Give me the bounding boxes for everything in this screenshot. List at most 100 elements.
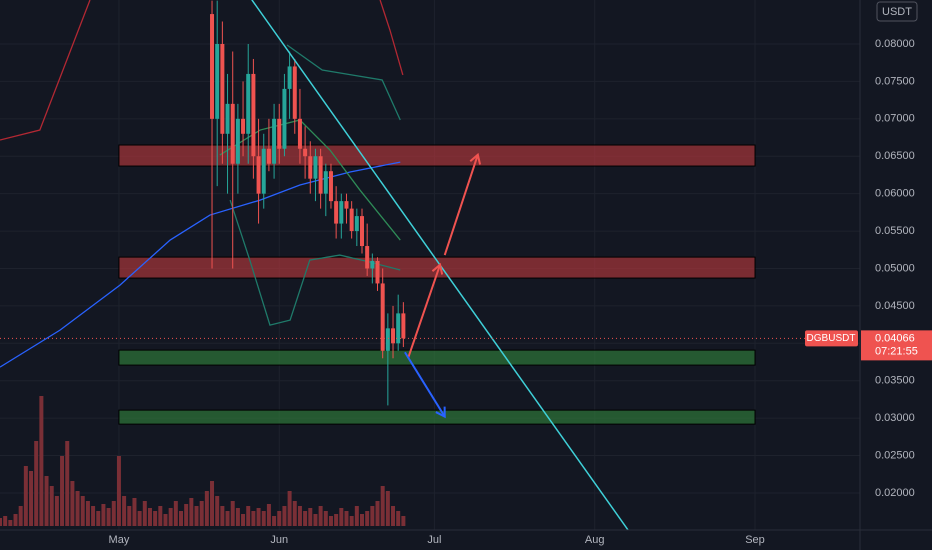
x-tick-label: Aug bbox=[585, 534, 605, 546]
volume-bar bbox=[147, 508, 152, 526]
y-tick-label: 0.03500 bbox=[875, 375, 915, 387]
volume-bar bbox=[85, 501, 90, 526]
volume-bar bbox=[230, 501, 235, 526]
volume-bar bbox=[225, 511, 230, 526]
candle-body bbox=[391, 328, 396, 344]
volume-bar bbox=[168, 508, 173, 526]
volume-bar bbox=[91, 506, 96, 526]
zone bbox=[118, 409, 756, 425]
volume-bar bbox=[18, 506, 23, 526]
price-box bbox=[861, 330, 932, 361]
volume-bar bbox=[375, 501, 380, 526]
countdown-label: 07:21:55 bbox=[875, 345, 918, 357]
y-tick-label: 0.06000 bbox=[875, 188, 915, 200]
candle-body bbox=[272, 118, 277, 164]
volume-bar bbox=[334, 514, 339, 526]
arrow-line bbox=[443, 154, 479, 256]
volume-bar bbox=[178, 511, 183, 526]
candle-body bbox=[334, 201, 339, 224]
volume-bar bbox=[370, 506, 375, 526]
volume-bar bbox=[354, 506, 359, 526]
candle-body bbox=[396, 313, 401, 344]
y-tick-label: 0.05000 bbox=[875, 262, 915, 274]
candle-body bbox=[308, 156, 313, 179]
indicator-line bbox=[286, 44, 401, 121]
volume-bar bbox=[137, 511, 142, 526]
candle-body bbox=[261, 148, 266, 194]
volume-bar bbox=[96, 511, 101, 526]
x-tick-label: May bbox=[109, 534, 130, 546]
candle-body bbox=[375, 260, 380, 284]
volume-bar bbox=[303, 511, 308, 526]
y-tick-label: 0.06500 bbox=[875, 150, 915, 162]
indicator-line bbox=[0, 0, 91, 141]
volume-bar bbox=[39, 396, 44, 526]
candle-body bbox=[303, 148, 308, 157]
axes: 0.020000.025000.030000.035000.040000.045… bbox=[109, 38, 932, 546]
volume-bar bbox=[194, 506, 199, 526]
candle-body bbox=[318, 156, 323, 194]
candle-body bbox=[251, 73, 256, 157]
volume-bar bbox=[261, 511, 266, 526]
x-tick-label: Jul bbox=[427, 534, 441, 546]
arrow-line bbox=[404, 351, 446, 418]
candle-body bbox=[282, 88, 287, 149]
volume-bar bbox=[204, 491, 209, 526]
volume-bar bbox=[142, 501, 147, 526]
arrow-head bbox=[469, 152, 482, 165]
arrow-head bbox=[431, 262, 444, 275]
volume-bar bbox=[328, 516, 333, 526]
volume-bar bbox=[396, 511, 401, 526]
symbol-box bbox=[805, 330, 858, 347]
volume-bar bbox=[251, 511, 256, 526]
candle-body bbox=[277, 118, 282, 149]
candle-body bbox=[235, 118, 240, 164]
currency: USDT bbox=[882, 6, 912, 18]
volume-bar bbox=[122, 496, 127, 526]
volume-bar bbox=[158, 506, 163, 526]
volume-bar bbox=[235, 508, 240, 526]
volume-bar bbox=[344, 511, 349, 526]
volume-bar bbox=[241, 514, 246, 526]
zone bbox=[118, 349, 756, 366]
volume-bar bbox=[292, 501, 297, 526]
volume-bar bbox=[184, 504, 189, 526]
candle-body bbox=[246, 73, 251, 134]
candle-body bbox=[349, 208, 354, 232]
volume-bar bbox=[380, 486, 385, 526]
candle-body bbox=[292, 66, 297, 119]
candle-body bbox=[287, 66, 292, 89]
y-tick-label: 0.02000 bbox=[875, 487, 915, 499]
candle-body bbox=[266, 148, 271, 164]
volume-bar bbox=[75, 491, 80, 526]
zone bbox=[118, 144, 756, 167]
volume-bar bbox=[349, 516, 354, 526]
candle-body bbox=[256, 156, 261, 194]
plot bbox=[0, 0, 860, 530]
candle-body bbox=[215, 43, 220, 119]
volume-bar bbox=[266, 504, 271, 526]
indicator-line bbox=[0, 161, 401, 368]
indicator-line bbox=[229, 199, 401, 326]
volume-bar bbox=[116, 456, 121, 526]
candle-body bbox=[328, 171, 333, 202]
volume-bar bbox=[297, 506, 302, 526]
volume-bar bbox=[365, 511, 370, 526]
volume-bar bbox=[401, 516, 406, 526]
currency-box[interactable] bbox=[876, 1, 918, 22]
volume-bar bbox=[318, 506, 323, 526]
volume-bar bbox=[111, 501, 116, 526]
symbol-label: DGBUSDT bbox=[807, 333, 856, 344]
candle-body bbox=[241, 118, 246, 134]
candle-body bbox=[401, 313, 406, 339]
volume-bar bbox=[323, 511, 328, 526]
candle-body bbox=[225, 103, 230, 134]
candle-body bbox=[323, 171, 328, 194]
candle-body bbox=[354, 216, 359, 232]
x-tick-label: Sep bbox=[745, 534, 765, 546]
volume-bar bbox=[189, 498, 194, 526]
volume-bar bbox=[173, 501, 178, 526]
volume-bar bbox=[70, 481, 75, 526]
volume-bar bbox=[282, 506, 287, 526]
